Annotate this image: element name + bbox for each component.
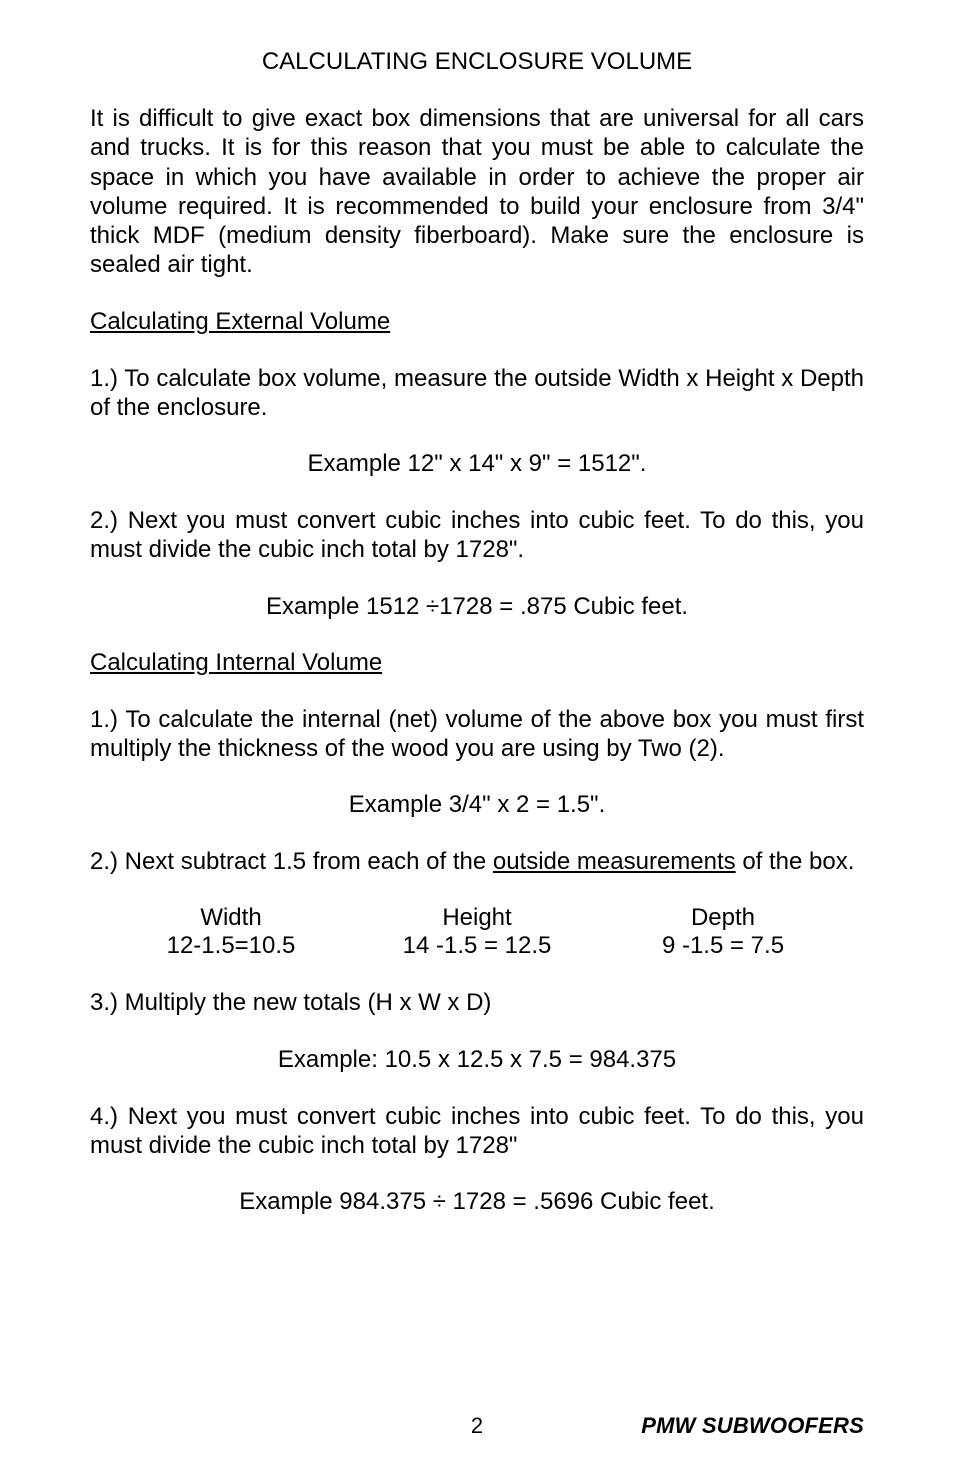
width-column: Width 12-1.5=10.5 (108, 904, 354, 960)
brand-logo: PMW SUBWOOFERS (641, 1413, 864, 1439)
depth-column: Depth 9 -1.5 = 7.5 (600, 904, 846, 960)
internal-example-3: Example: 10.5 x 12.5 x 7.5 = 984.375 (90, 1046, 864, 1074)
internal-example-4: Example 984.375 ÷ 1728 = .5696 Cubic fee… (90, 1188, 864, 1216)
height-column: Height 14 -1.5 = 12.5 (354, 904, 600, 960)
internal-step-1: 1.) To calculate the internal (net) volu… (90, 705, 864, 764)
height-label: Height (354, 904, 600, 932)
external-step-2: 2.) Next you must convert cubic inches i… (90, 506, 864, 565)
width-label: Width (108, 904, 354, 932)
internal-step-2-post: of the box. (736, 848, 855, 875)
page-title: CALCULATING ENCLOSURE VOLUME (90, 48, 864, 76)
intro-paragraph: It is difficult to give exact box dimens… (90, 104, 864, 280)
internal-step-2: 2.) Next subtract 1.5 from each of the o… (90, 847, 864, 876)
internal-step-4: 4.) Next you must convert cubic inches i… (90, 1102, 864, 1161)
internal-step-3: 3.) Multiply the new totals (H x W x D) (90, 988, 864, 1017)
internal-volume-heading: Calculating Internal Volume (90, 649, 864, 677)
external-volume-heading: Calculating External Volume (90, 308, 864, 336)
internal-example-1: Example 3/4" x 2 = 1.5". (90, 791, 864, 819)
internal-step-2-pre: 2.) Next subtract 1.5 from each of the (90, 848, 493, 875)
internal-step-2-underlined: outside measurements (493, 848, 736, 875)
external-step-1: 1.) To calculate box volume, measure the… (90, 364, 864, 423)
page: CALCULATING ENCLOSURE VOLUME It is diffi… (0, 0, 954, 1475)
depth-value: 9 -1.5 = 7.5 (600, 932, 846, 960)
dimensions-table: Width 12-1.5=10.5 Height 14 -1.5 = 12.5 … (90, 904, 864, 960)
depth-label: Depth (600, 904, 846, 932)
external-example-2: Example 1512 ÷1728 = .875 Cubic feet. (90, 593, 864, 621)
height-value: 14 -1.5 = 12.5 (354, 932, 600, 960)
width-value: 12-1.5=10.5 (108, 932, 354, 960)
external-example-1: Example 12" x 14" x 9" = 1512". (90, 450, 864, 478)
